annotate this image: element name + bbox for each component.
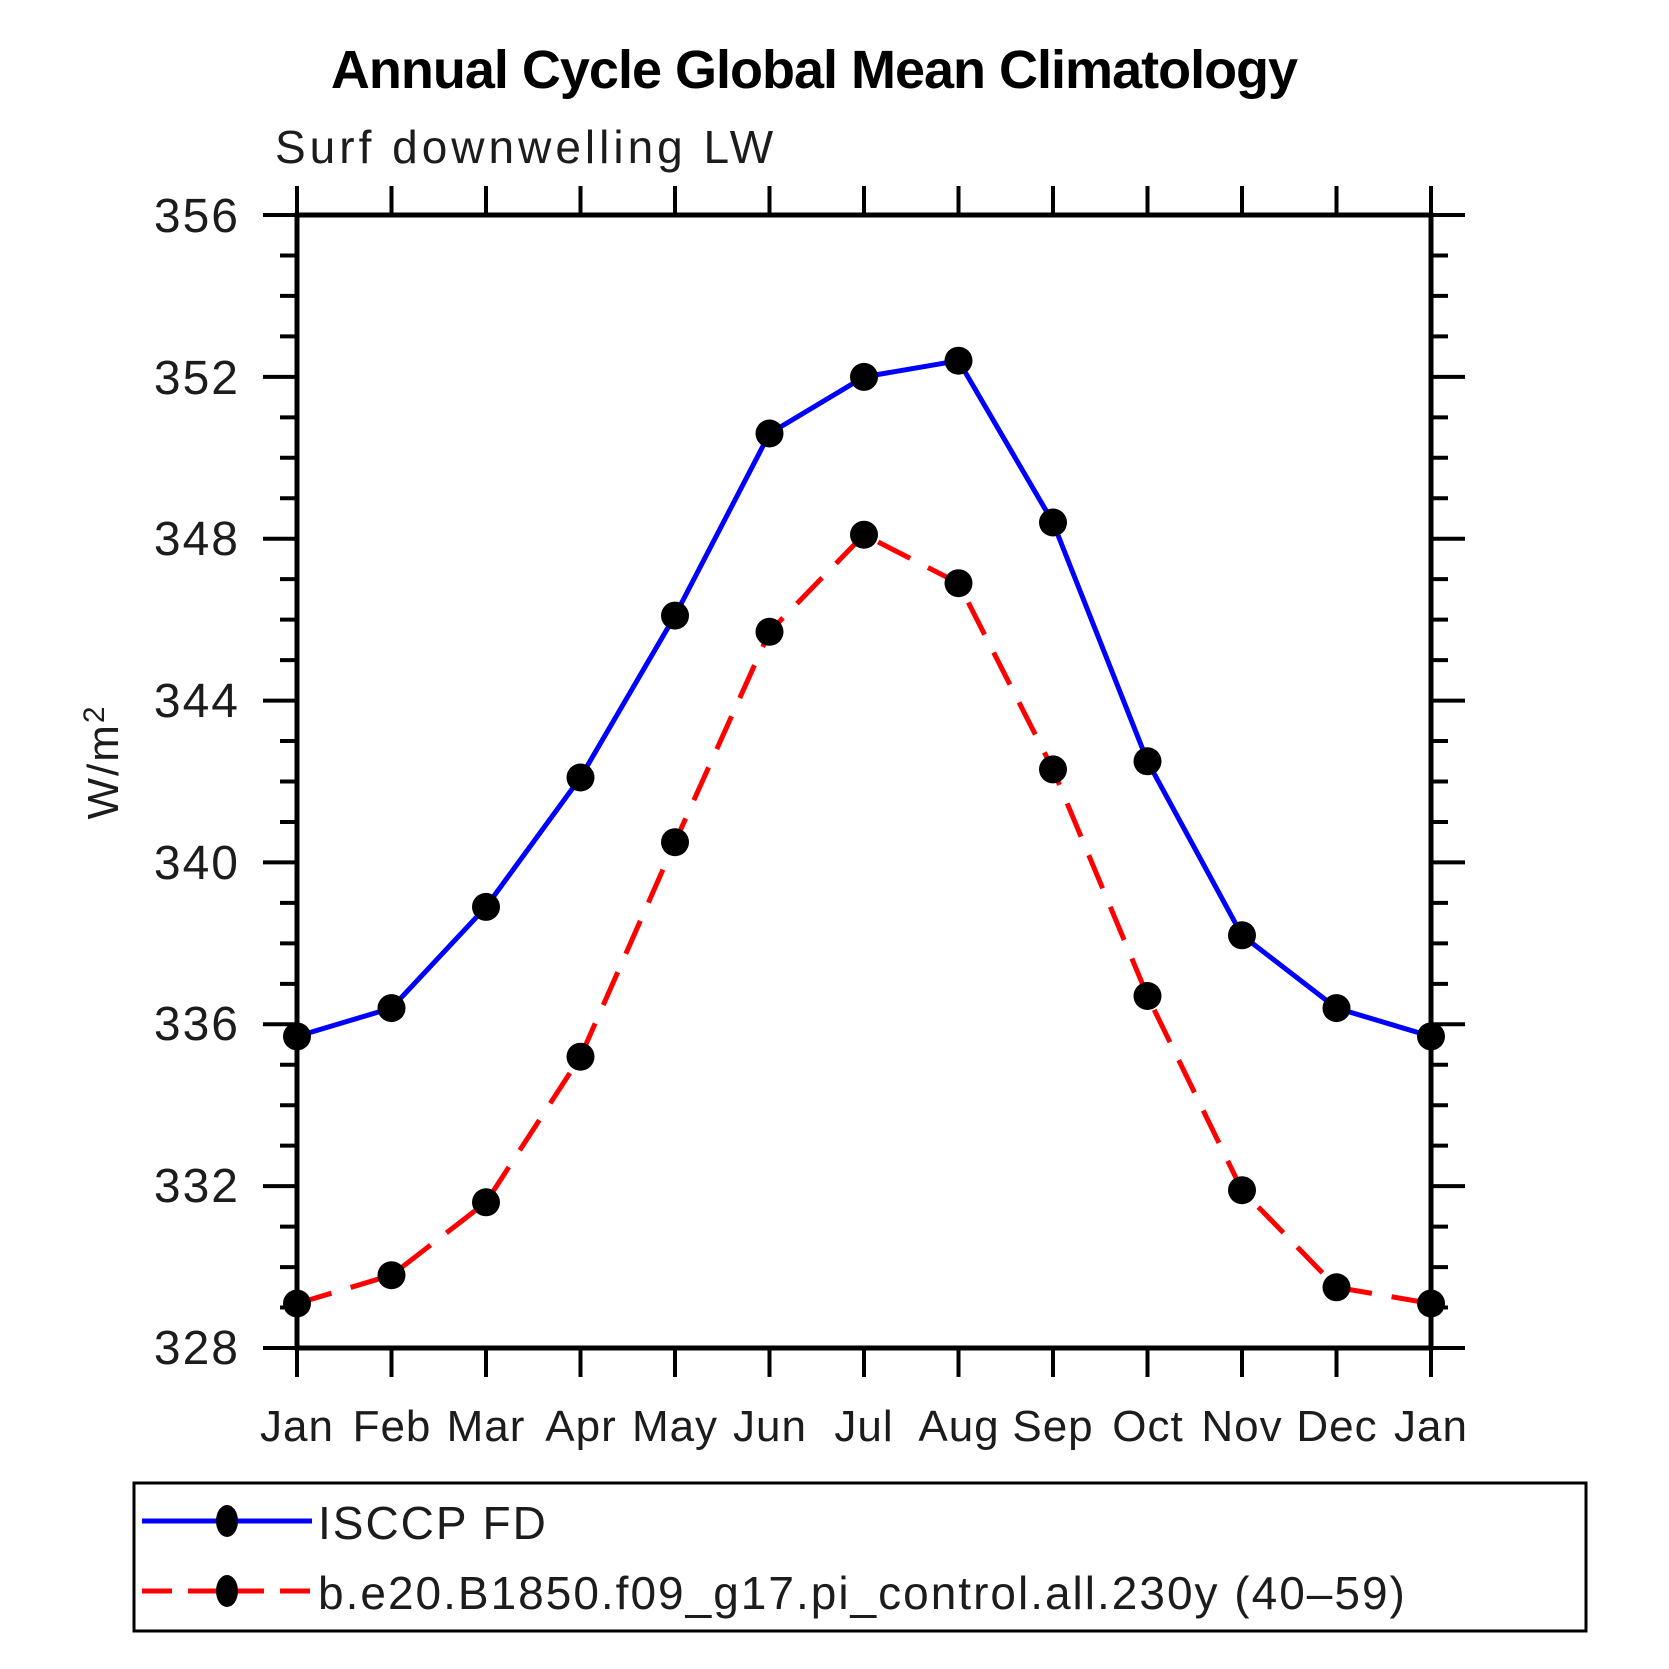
- y-tick-label: 352: [154, 352, 240, 405]
- data-point-marker: [1039, 508, 1067, 537]
- x-tick-label: Jul: [834, 1402, 893, 1451]
- x-tick-label: Feb: [353, 1402, 432, 1451]
- legend-label-model-run: b.e20.B1850.f09_g17.pi_control.all.230y …: [318, 1567, 1407, 1619]
- data-point-marker: [1039, 755, 1067, 784]
- data-point-marker: [1417, 1022, 1445, 1051]
- legend-samples: [142, 1505, 312, 1607]
- data-point-marker: [1133, 982, 1162, 1010]
- legend-marker-dot: [216, 1505, 238, 1537]
- data-point-marker: [283, 1289, 311, 1318]
- data-point-marker: [661, 601, 689, 630]
- x-tick-label: Aug: [918, 1402, 999, 1451]
- legend-marker-dot: [216, 1575, 238, 1607]
- y-axis-label-superscript: 2: [78, 704, 111, 723]
- series-line-isccp-fd: [296, 358, 1432, 1039]
- data-point-marker: [850, 520, 878, 549]
- data-point-marker: [566, 1042, 595, 1071]
- page-title: Annual Cycle Global Mean Climatology: [331, 40, 1298, 100]
- data-point-marker: [1228, 1176, 1256, 1205]
- data-point-marker: [566, 763, 595, 792]
- data-point-marker: [755, 617, 784, 646]
- data-point-marker: [1322, 1273, 1351, 1302]
- data-point-marker: [661, 828, 689, 857]
- plot-area: [263, 186, 1465, 1377]
- series-line-model-run: [296, 532, 1432, 1306]
- y-tick-label: 332: [154, 1160, 240, 1213]
- plot-subtitle: Surf downwelling LW: [275, 121, 777, 173]
- y-axis-label: W/m2: [78, 704, 128, 819]
- x-tick-label: Dec: [1296, 1402, 1377, 1451]
- x-tick-label: Jan: [1394, 1402, 1468, 1451]
- x-tick-label: Jan: [260, 1402, 334, 1451]
- legend-box: [132, 1481, 1588, 1633]
- x-tick-label: Oct: [1112, 1402, 1183, 1451]
- y-tick-label: 344: [154, 675, 240, 728]
- x-tick-label: May: [632, 1402, 718, 1451]
- data-point-marker: [1322, 994, 1351, 1023]
- x-tick-label: Nov: [1201, 1402, 1282, 1451]
- x-tick-label: Mar: [447, 1402, 526, 1451]
- legend-label-isccp-fd: ISCCP FD: [318, 1497, 548, 1549]
- data-point-marker: [1133, 747, 1162, 776]
- data-point-marker: [944, 569, 973, 598]
- x-tick-label: Jun: [733, 1402, 807, 1451]
- data-point-marker: [377, 994, 406, 1023]
- data-point-marker: [377, 1261, 406, 1290]
- x-tick-label: Apr: [545, 1402, 616, 1451]
- data-point-marker: [472, 892, 500, 921]
- y-tick-label: 340: [154, 837, 240, 890]
- data-point-marker: [944, 346, 973, 375]
- y-tick-label: 328: [154, 1322, 240, 1375]
- y-tick-label: 348: [154, 513, 240, 566]
- data-point-marker: [1417, 1289, 1445, 1318]
- x-tick-label: Sep: [1012, 1402, 1093, 1451]
- y-axis-label-text: W/m: [79, 723, 128, 819]
- y-tick-label: 356: [154, 190, 240, 243]
- data-point-marker: [283, 1022, 311, 1051]
- data-point-marker: [1228, 921, 1256, 950]
- data-point-marker: [850, 362, 878, 391]
- y-tick-label: 336: [154, 998, 240, 1051]
- data-point-marker: [472, 1188, 500, 1217]
- data-point-marker: [755, 419, 784, 448]
